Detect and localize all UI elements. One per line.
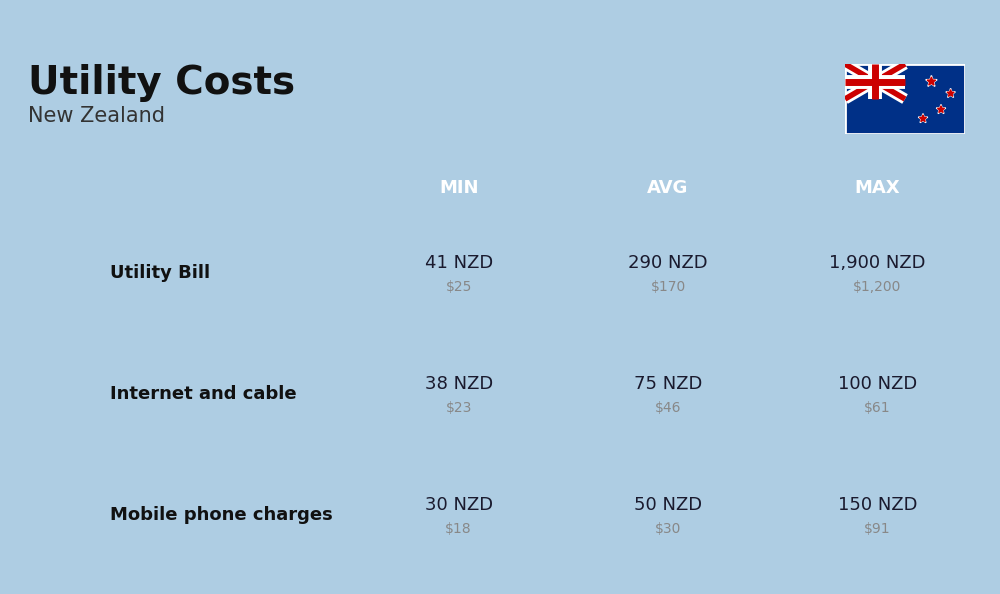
FancyBboxPatch shape — [845, 64, 965, 134]
Polygon shape — [946, 89, 955, 97]
Text: $91: $91 — [864, 522, 891, 536]
Text: MIN: MIN — [439, 179, 478, 197]
Text: Mobile phone charges: Mobile phone charges — [110, 506, 333, 525]
FancyBboxPatch shape — [18, 212, 96, 333]
Text: 1,900 NZD: 1,900 NZD — [829, 254, 926, 271]
FancyBboxPatch shape — [563, 333, 773, 454]
Text: $30: $30 — [655, 522, 681, 536]
FancyBboxPatch shape — [354, 333, 563, 454]
FancyBboxPatch shape — [18, 164, 982, 212]
Polygon shape — [926, 75, 937, 86]
Text: $61: $61 — [864, 401, 891, 415]
FancyBboxPatch shape — [773, 333, 982, 454]
FancyBboxPatch shape — [563, 212, 773, 333]
Polygon shape — [919, 115, 927, 122]
Text: New Zealand: New Zealand — [28, 106, 165, 126]
Text: $23: $23 — [445, 401, 472, 415]
Text: Internet and cable: Internet and cable — [110, 385, 297, 403]
Polygon shape — [918, 113, 928, 122]
Text: $46: $46 — [655, 401, 681, 415]
Text: 75 NZD: 75 NZD — [634, 375, 702, 393]
FancyBboxPatch shape — [773, 454, 982, 576]
Text: $1,200: $1,200 — [853, 280, 902, 293]
FancyBboxPatch shape — [563, 454, 773, 576]
Text: $25: $25 — [445, 280, 472, 293]
FancyBboxPatch shape — [354, 212, 563, 333]
Text: 290 NZD: 290 NZD — [628, 254, 708, 271]
Polygon shape — [947, 90, 954, 96]
Text: 100 NZD: 100 NZD — [838, 375, 917, 393]
Text: Utility Costs: Utility Costs — [28, 64, 295, 102]
FancyBboxPatch shape — [18, 454, 96, 576]
Text: 41 NZD: 41 NZD — [425, 254, 493, 271]
FancyBboxPatch shape — [96, 212, 354, 333]
Text: $170: $170 — [650, 280, 686, 293]
Text: 38 NZD: 38 NZD — [425, 375, 493, 393]
Text: MAX: MAX — [855, 179, 900, 197]
Text: Utility Bill: Utility Bill — [110, 264, 210, 282]
FancyBboxPatch shape — [96, 454, 354, 576]
Polygon shape — [927, 77, 936, 85]
Text: $18: $18 — [445, 522, 472, 536]
Text: 150 NZD: 150 NZD — [838, 497, 917, 514]
Text: 50 NZD: 50 NZD — [634, 497, 702, 514]
FancyBboxPatch shape — [354, 454, 563, 576]
Text: 30 NZD: 30 NZD — [425, 497, 493, 514]
Text: AVG: AVG — [647, 179, 689, 197]
FancyBboxPatch shape — [773, 212, 982, 333]
Polygon shape — [937, 106, 945, 112]
Polygon shape — [936, 105, 946, 113]
FancyBboxPatch shape — [18, 333, 96, 454]
FancyBboxPatch shape — [96, 333, 354, 454]
